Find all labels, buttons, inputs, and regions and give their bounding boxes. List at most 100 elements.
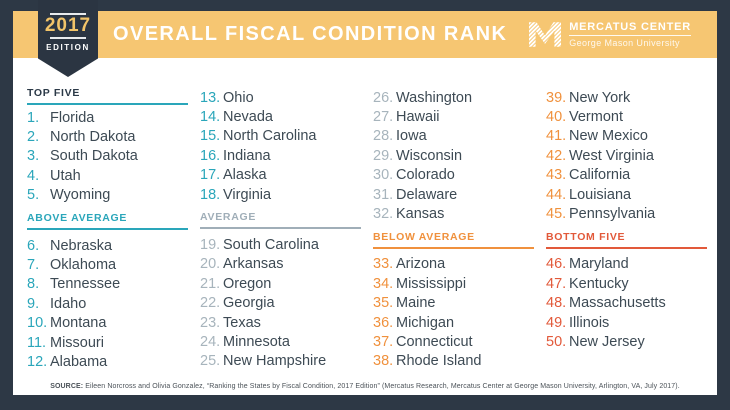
- state-name: Kentucky: [569, 275, 629, 292]
- rank-item: 49. Illinois: [546, 313, 719, 332]
- rank-item: 33. Arizona: [373, 255, 546, 274]
- badge-bottom-rule: [50, 37, 86, 39]
- rank-item: 12. Alabama: [27, 352, 200, 371]
- rank-number: 31.: [373, 186, 394, 203]
- rank-item: 37. Connecticut: [373, 332, 546, 351]
- state-name: Vermont: [569, 109, 623, 126]
- rank-number: 21.: [200, 275, 221, 292]
- state-name: Texas: [223, 314, 261, 331]
- rank-number: 49.: [546, 314, 567, 331]
- state-name: Georgia: [223, 295, 275, 312]
- state-name: Wisconsin: [396, 147, 463, 164]
- rank-number: 10.: [27, 315, 48, 332]
- rank-number: 46.: [546, 256, 567, 273]
- rank-number: 35.: [373, 295, 394, 312]
- mercatus-logo: MERCATUS CENTER George Mason University: [529, 11, 691, 58]
- state-name: New York: [569, 89, 631, 106]
- rank-number: 34.: [373, 275, 394, 292]
- rank-number: 28.: [373, 128, 394, 145]
- section-label: BELOW AVERAGE: [373, 230, 475, 243]
- rank-item: 32. Kansas: [373, 204, 546, 223]
- rank-column: 13. Ohio 14. Nevada 15. North Carolina 16. Indi…: [200, 88, 373, 372]
- rank-number: 6.: [27, 237, 40, 254]
- state-name: Maine: [396, 295, 436, 312]
- state-name: Minnesota: [223, 333, 290, 350]
- state-name: South Dakota: [50, 148, 138, 165]
- state-name: California: [569, 167, 631, 184]
- rank-number: 47.: [546, 275, 567, 292]
- logo-text: MERCATUS CENTER George Mason University: [569, 21, 691, 48]
- state-name: North Carolina: [223, 128, 317, 145]
- rank-column: 26. Washington 27. Hawaii 28. Iowa 29. Wisconsi…: [373, 88, 546, 372]
- rank-item: 11. Missouri: [27, 333, 200, 352]
- rank-item: 23. Texas: [200, 313, 373, 332]
- state-name: Massachusetts: [569, 295, 666, 312]
- rank-item: 5. Wyoming: [27, 186, 200, 205]
- section-header: BELOW AVERAGE: [373, 230, 534, 249]
- section-label: TOP FIVE: [27, 87, 81, 99]
- rank-number: 25.: [200, 353, 221, 370]
- rank-number: 42.: [546, 147, 567, 164]
- rank-number: 24.: [200, 333, 221, 350]
- rank-number: 14.: [200, 109, 221, 126]
- rank-item: 18. Virginia: [200, 185, 373, 204]
- state-name: Oregon: [223, 275, 272, 292]
- rank-number: 8.: [27, 276, 40, 293]
- rank-number: 26.: [373, 89, 394, 106]
- rank-item: 31. Delaware: [373, 185, 546, 204]
- footer-source: SOURCE: Eileen Norcross and Olivia Gonza…: [13, 383, 717, 390]
- state-name: Maryland: [569, 256, 629, 273]
- rank-number: 38.: [373, 353, 394, 370]
- rank-item: 22. Georgia: [200, 294, 373, 313]
- rank-item: 8. Tennessee: [27, 275, 200, 294]
- rank-number: 7.: [27, 257, 40, 274]
- rank-item: 9. Idaho: [27, 294, 200, 313]
- state-name: Oklahoma: [50, 257, 117, 274]
- state-name: Alaska: [223, 167, 267, 184]
- rank-columns: TOP FIVE 1. Florida 2. North Dakota 3. South D…: [27, 88, 717, 372]
- state-name: Rhode Island: [396, 353, 482, 370]
- state-name: Ohio: [223, 89, 254, 106]
- rank-number: 12.: [27, 353, 48, 370]
- rank-number: 15.: [200, 128, 221, 145]
- state-name: Idaho: [50, 295, 87, 312]
- state-name: Nevada: [223, 109, 273, 126]
- badge-top-rule: [50, 13, 86, 15]
- content-card: TOP FIVE 1. Florida 2. North Dakota 3. South D…: [13, 58, 717, 395]
- section-label: BOTTOM FIVE: [546, 230, 626, 243]
- state-name: Arkansas: [223, 256, 284, 273]
- state-name: Louisiana: [569, 186, 632, 203]
- source-label: SOURCE:: [50, 383, 84, 390]
- state-name: Washington: [396, 89, 473, 106]
- rank-item: 26. Washington: [373, 88, 546, 107]
- section-header: AVERAGE: [200, 212, 361, 230]
- edition-label: EDITION: [46, 43, 90, 52]
- rank-item: 45. Pennsylvania: [546, 204, 719, 223]
- rank-item: 16. Indiana: [200, 146, 373, 165]
- rank-number: 50.: [546, 333, 567, 350]
- state-name: Mississippi: [396, 275, 467, 292]
- state-name: Colorado: [396, 167, 455, 184]
- rank-item: 28. Iowa: [373, 127, 546, 146]
- rank-item: 2. North Dakota: [27, 127, 200, 146]
- state-name: Connecticut: [396, 333, 473, 350]
- rank-number: 9.: [27, 295, 40, 312]
- state-name: Tennessee: [50, 276, 121, 293]
- rank-number: 16.: [200, 147, 221, 164]
- rank-item: 4. Utah: [27, 166, 200, 185]
- state-name: Iowa: [396, 128, 427, 145]
- rank-item: 46. Maryland: [546, 255, 719, 274]
- header-band: OVERALL FISCAL CONDITION RANK MERCATUS C…: [13, 11, 717, 58]
- rank-number: 45.: [546, 206, 567, 223]
- rank-item: 21. Oregon: [200, 274, 373, 293]
- rank-item: 43. California: [546, 166, 719, 185]
- state-name: Illinois: [569, 314, 610, 331]
- rank-number: 19.: [200, 237, 221, 254]
- rank-item: 3. South Dakota: [27, 147, 200, 166]
- rank-item: 14. Nevada: [200, 107, 373, 126]
- rank-number: 36.: [373, 314, 394, 331]
- rank-column: 39. New York 40. Vermont 41. New Mexico 42. Wes…: [546, 88, 719, 372]
- rank-item: 15. North Carolina: [200, 127, 373, 146]
- rank-item: 40. Vermont: [546, 107, 719, 126]
